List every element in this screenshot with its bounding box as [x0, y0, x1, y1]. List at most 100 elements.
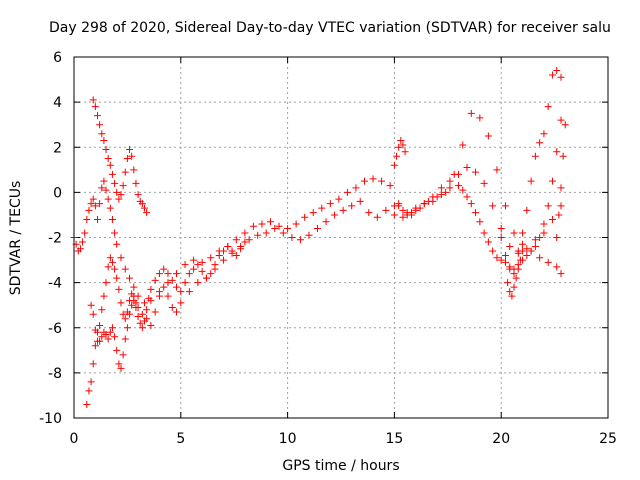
data-point [484, 132, 492, 140]
data-point [117, 299, 125, 307]
data-point [173, 308, 181, 316]
data-point [557, 270, 565, 278]
data-point [93, 112, 101, 120]
data-point [531, 236, 539, 244]
data-point [211, 261, 219, 269]
series-track-b [83, 109, 565, 408]
data-point [446, 184, 454, 192]
x-tick-label: 5 [176, 431, 185, 447]
data-point [168, 303, 176, 311]
series-track-d [87, 238, 249, 345]
data-point [288, 234, 296, 241]
data-point [523, 206, 531, 214]
data-point [145, 294, 153, 302]
data-point [393, 152, 401, 160]
data-point [147, 285, 155, 293]
data-point [198, 258, 206, 266]
data-point [89, 360, 97, 368]
data-point [113, 240, 121, 248]
data-point [548, 177, 556, 185]
data-point [207, 254, 215, 262]
data-point [399, 213, 407, 221]
data-point [476, 218, 484, 226]
data-point [98, 130, 106, 138]
data-point [553, 67, 561, 75]
data-point [96, 200, 104, 208]
data-point [93, 215, 101, 223]
data-point [104, 263, 112, 271]
data-point [140, 317, 148, 325]
data-point [237, 245, 245, 253]
data-point [275, 222, 283, 230]
data-point [378, 177, 386, 185]
y-tick-label: 2 [53, 140, 62, 156]
data-point [497, 224, 505, 232]
data-point [519, 229, 527, 237]
data-point [450, 170, 458, 178]
data-point [89, 310, 97, 318]
data-point [102, 146, 110, 154]
data-point [79, 238, 87, 246]
data-point [544, 202, 552, 210]
data-point [386, 182, 394, 190]
data-point [433, 193, 441, 201]
data-point [104, 195, 112, 203]
data-point [190, 256, 198, 264]
data-point [442, 188, 450, 196]
data-point [91, 342, 99, 350]
data-point [111, 179, 119, 187]
data-point [506, 265, 514, 273]
data-point [106, 254, 114, 262]
data-point [91, 326, 99, 334]
data-point [322, 218, 330, 226]
data-point [241, 238, 249, 246]
x-tick-labels: 0 5 10 15 20 25 [70, 431, 617, 447]
data-point [207, 270, 215, 278]
data-point [527, 177, 535, 185]
data-point [557, 184, 565, 192]
data-point [489, 247, 497, 255]
data-point [501, 252, 509, 260]
data-point [87, 378, 95, 386]
data-point [561, 121, 569, 129]
series-track-i [553, 121, 569, 241]
data-point [155, 270, 163, 278]
data-point [89, 96, 97, 104]
x-tick-label: 10 [279, 431, 297, 447]
data-point [523, 252, 531, 260]
data-point [85, 206, 93, 214]
data-point [100, 177, 108, 185]
data-point [519, 247, 527, 255]
y-tick-label: -10 [39, 411, 62, 427]
data-point [480, 179, 488, 187]
y-tick-labels: -10 -8 -6 -4 -2 0 2 4 6 [39, 50, 62, 427]
data-point [111, 229, 119, 237]
data-point [249, 222, 257, 230]
data-point [185, 288, 193, 296]
data-point [301, 213, 309, 221]
data-point [510, 283, 518, 291]
y-tick-label: 0 [53, 185, 62, 201]
data-point [126, 274, 134, 282]
data-point [115, 285, 123, 293]
data-point [506, 243, 514, 251]
data-point [510, 270, 518, 278]
data-point [130, 166, 138, 174]
data-point [331, 211, 339, 219]
data-point [173, 283, 181, 291]
data-point [412, 204, 420, 212]
data-point [151, 308, 159, 316]
data-point [220, 247, 228, 255]
data-point [356, 197, 364, 205]
data-point [314, 224, 322, 232]
data-point [160, 283, 168, 291]
data-point [497, 234, 505, 241]
y-tick-label: 4 [53, 95, 62, 111]
data-point [93, 337, 101, 345]
data-point [382, 206, 390, 214]
data-point [132, 303, 140, 311]
data-point [128, 152, 136, 160]
x-tick-label: 20 [492, 431, 510, 447]
data-point [335, 195, 343, 203]
data-point [544, 258, 552, 266]
